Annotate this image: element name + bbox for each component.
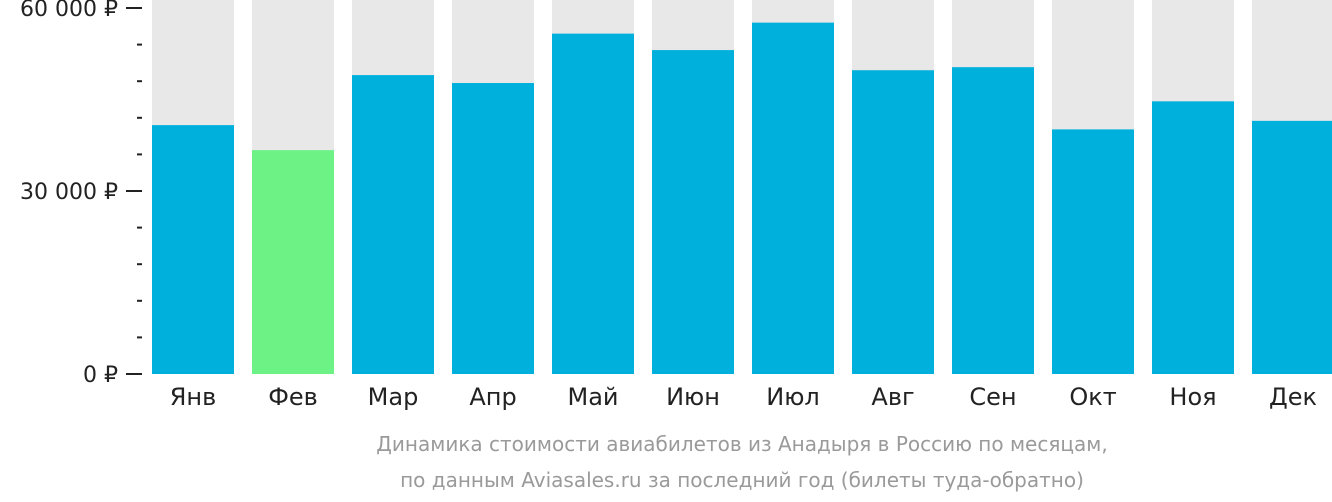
bar-3 — [352, 75, 434, 374]
y-tick-label: 60 000 ₽ — [20, 0, 118, 22]
bar-2 — [252, 150, 334, 374]
x-tick-label: Июл — [766, 383, 820, 411]
price-chart: 0 ₽ 30 000 ₽ 60 000 ₽ Янв Фев Мар Апр Май Июн Ию… — [20, 0, 1332, 411]
y-tick-label: 30 000 ₽ — [20, 180, 118, 205]
bar-6 — [652, 50, 734, 375]
x-tick-label: Апр — [469, 383, 516, 411]
y-axis: 0 ₽ 30 000 ₽ 60 000 ₽ — [20, 0, 142, 388]
bar-9 — [952, 67, 1034, 375]
price-bars — [152, 22, 1332, 375]
bar-1 — [152, 125, 234, 375]
y-tick-label: 0 ₽ — [83, 363, 118, 388]
bar-11 — [1152, 101, 1234, 374]
bar-8 — [852, 70, 934, 374]
x-tick-label: Ноя — [1169, 383, 1216, 411]
x-tick-label: Фев — [268, 383, 318, 411]
x-axis-labels: Янв Фев Мар Апр Май Июн Июл Авг Сен Окт Ноя Дек — [170, 383, 1317, 411]
bar-12 — [1252, 120, 1332, 374]
x-tick-label: Дек — [1269, 383, 1317, 411]
x-tick-label: Июн — [666, 383, 720, 411]
x-tick-label: Май — [567, 383, 618, 411]
chart-caption-line-2: по данным Aviasales.ru за последний год … — [400, 468, 1084, 492]
chart-caption-line-1: Динамика стоимости авиабилетов из Анадыр… — [376, 432, 1108, 456]
x-tick-label: Янв — [170, 383, 217, 411]
bar-5 — [552, 33, 634, 375]
x-tick-label: Авг — [871, 383, 914, 411]
bar-10 — [1052, 129, 1134, 374]
x-tick-label: Окт — [1069, 383, 1116, 411]
bar-4 — [452, 83, 534, 374]
x-tick-label: Мар — [368, 383, 419, 411]
bar-7 — [752, 22, 834, 374]
x-tick-label: Сен — [969, 383, 1016, 411]
